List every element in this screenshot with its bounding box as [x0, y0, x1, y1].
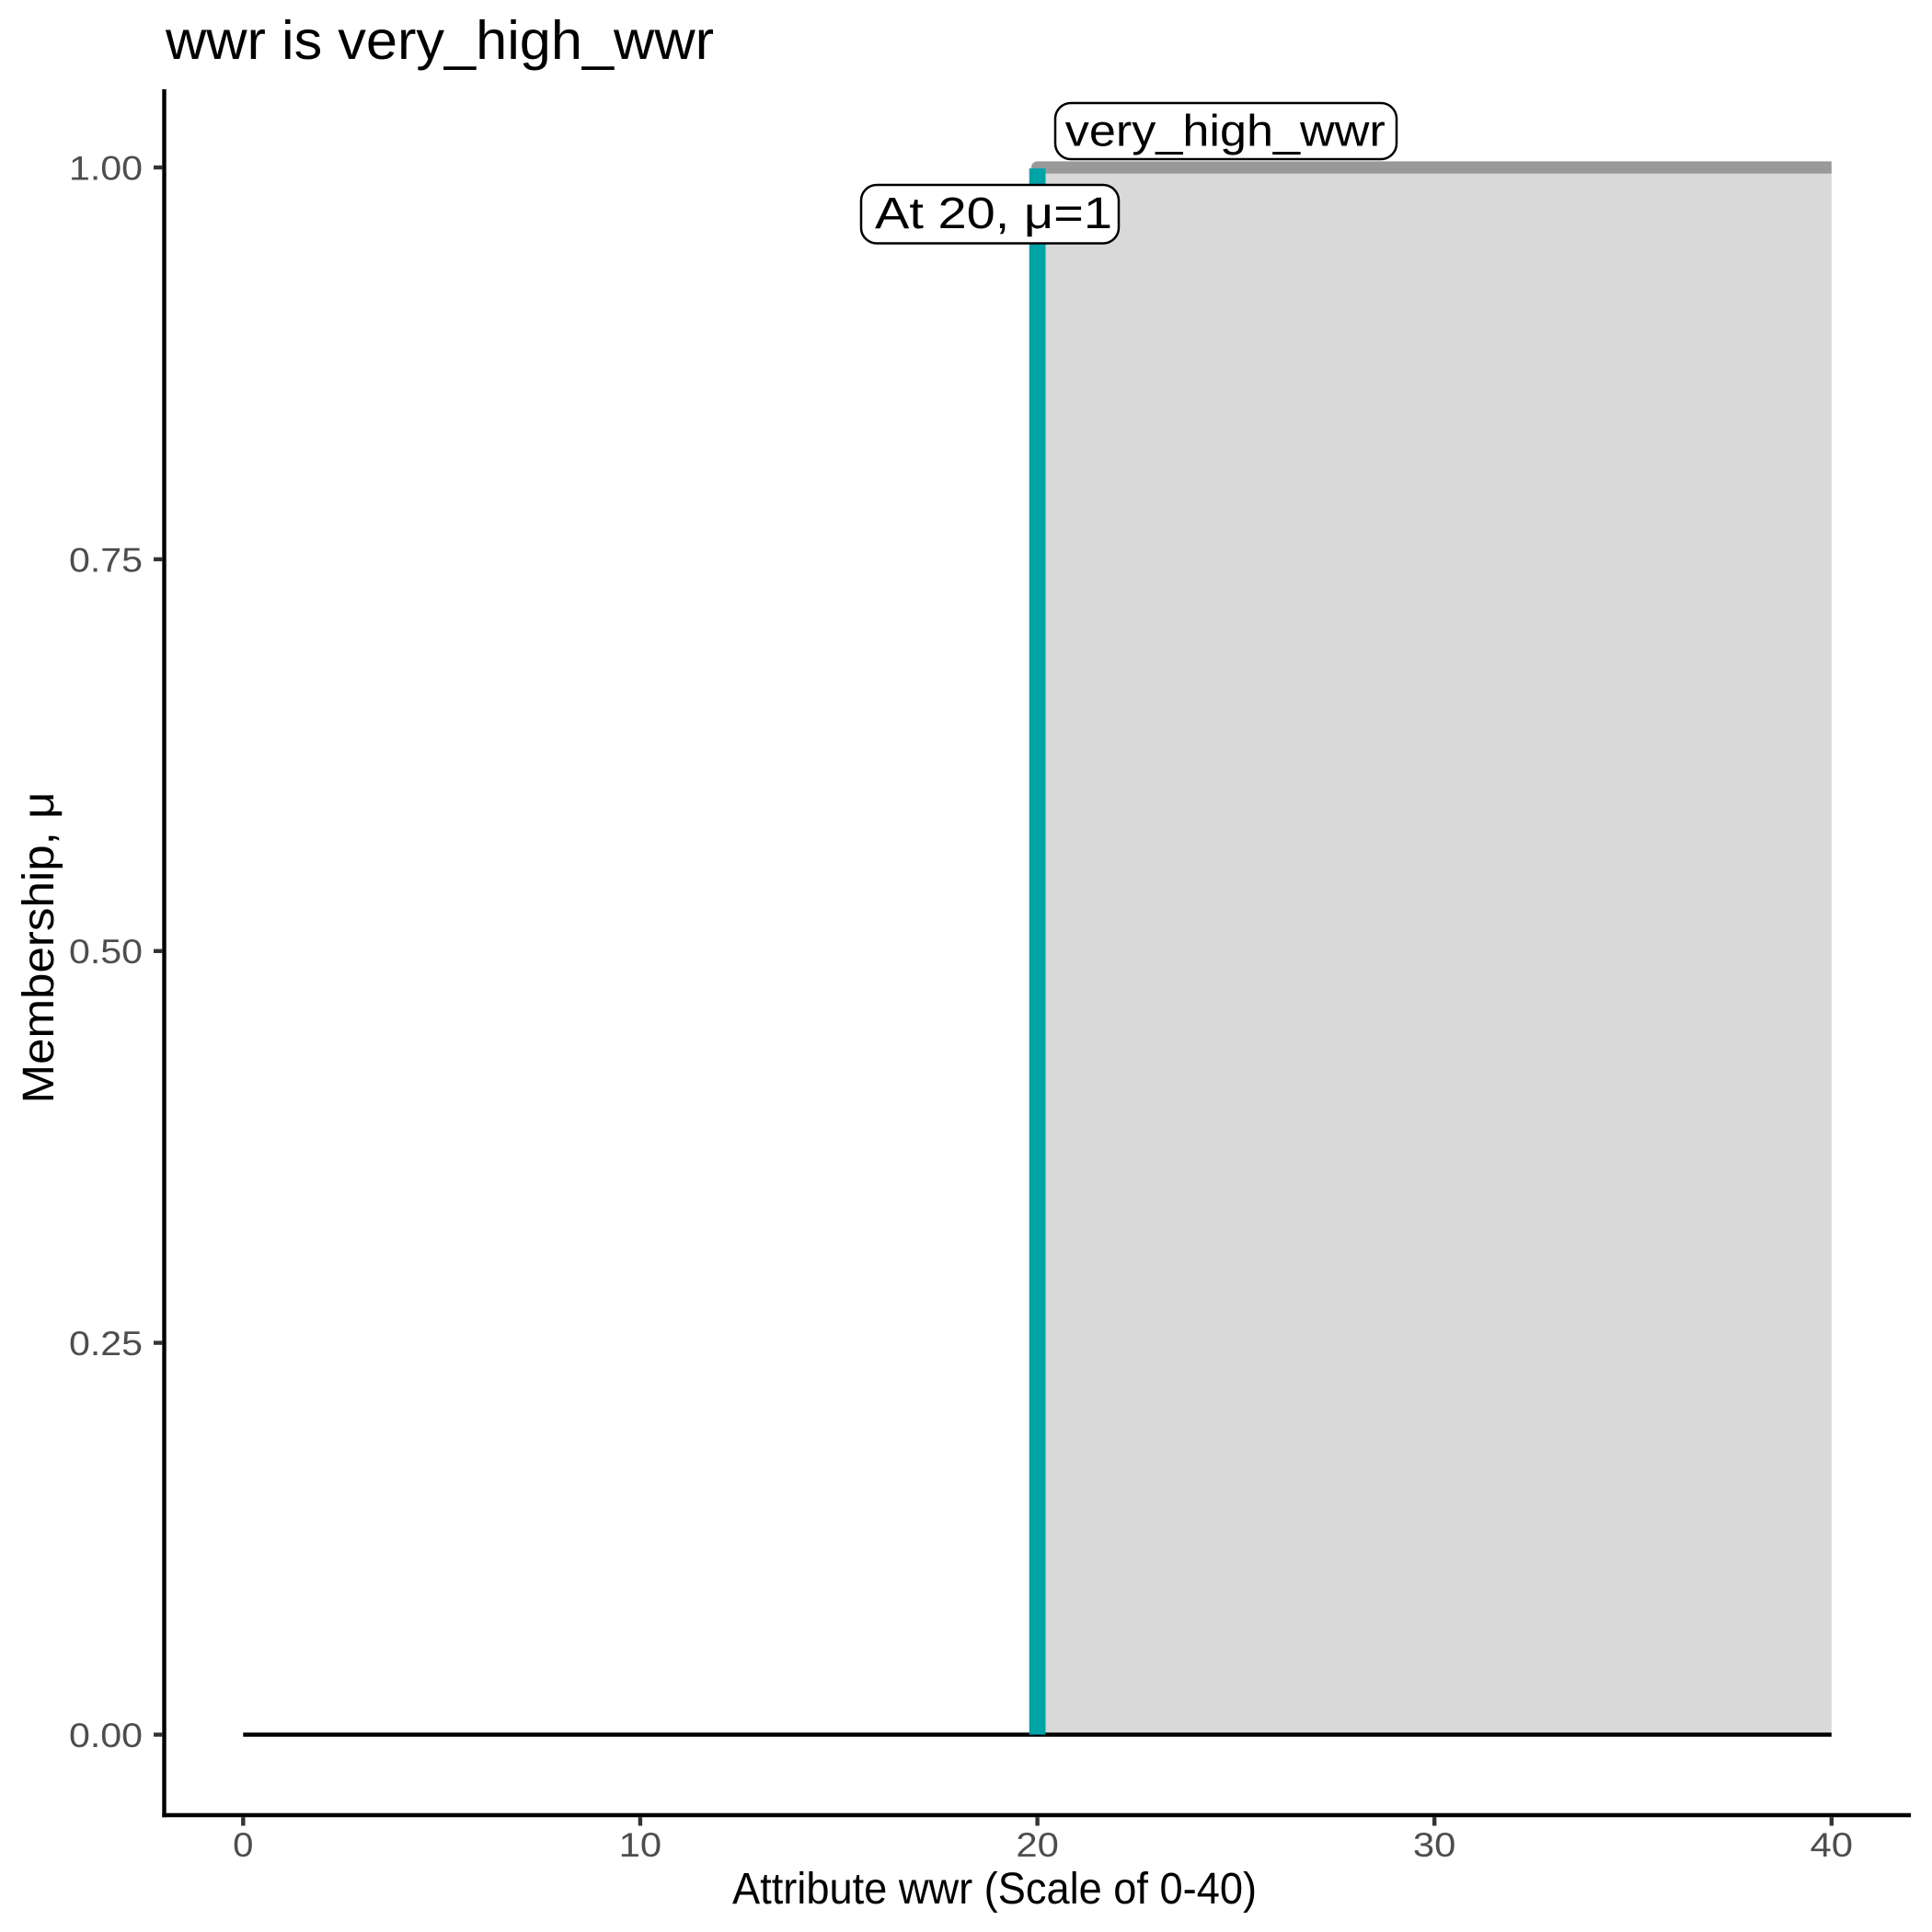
svg-text:40: 40 — [1811, 1826, 1854, 1864]
svg-text:20: 20 — [1016, 1826, 1059, 1864]
svg-text:1.00: 1.00 — [69, 149, 143, 187]
svg-text:30: 30 — [1413, 1826, 1456, 1864]
svg-text:wwr is very_high_wwr: wwr is very_high_wwr — [165, 10, 714, 71]
svg-text:0.50: 0.50 — [69, 933, 143, 971]
svg-text:0.25: 0.25 — [69, 1325, 143, 1363]
svg-text:0.75: 0.75 — [69, 541, 143, 579]
svg-text:very_high_wwr: very_high_wwr — [1065, 108, 1386, 156]
svg-text:0.00: 0.00 — [69, 1717, 143, 1754]
svg-text:At 20, μ=1: At 20, μ=1 — [875, 190, 1112, 238]
svg-text:Attribute wwr (Scale of 0-40): Attribute wwr (Scale of 0-40) — [732, 1865, 1257, 1914]
svg-text:0: 0 — [233, 1826, 253, 1864]
svg-text:Membership, μ: Membership, μ — [15, 792, 63, 1104]
svg-text:10: 10 — [619, 1826, 662, 1864]
